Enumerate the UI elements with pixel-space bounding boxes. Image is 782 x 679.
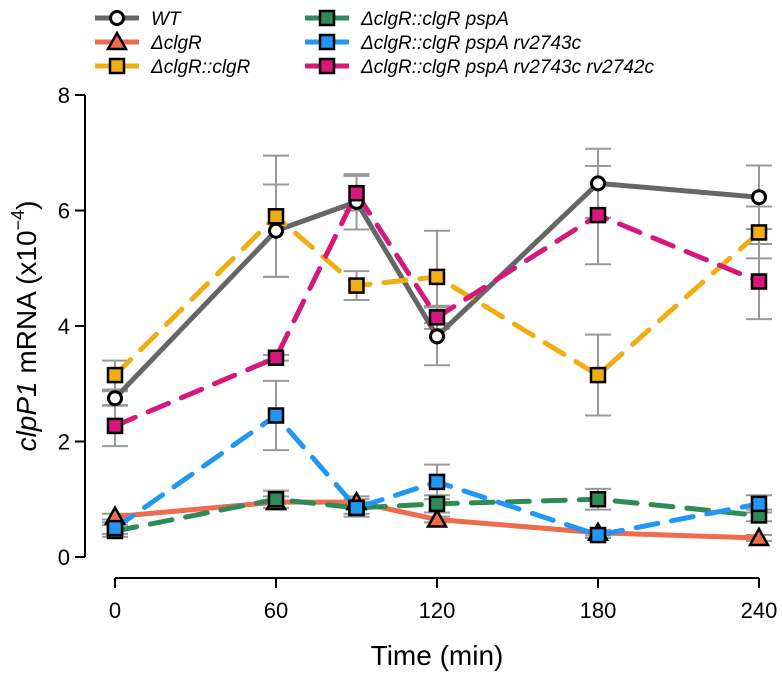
data-point: [267, 349, 285, 367]
legend-label: ΔclgR::clgR pspA rv2743c: [360, 33, 582, 54]
x-tick-label: 60: [264, 598, 288, 623]
legend-label: ΔclgR::clgR pspA: [360, 9, 509, 30]
y-axis-label: clpP1 mRNA (x10−4): [8, 201, 42, 452]
y-tick-label: 2: [58, 430, 70, 455]
legend-marker: [108, 57, 126, 75]
x-tick-label: 240: [741, 598, 778, 623]
data-point: [751, 189, 767, 206]
data-point: [589, 206, 607, 224]
data-point: [429, 328, 445, 345]
x-tick-label: 0: [109, 598, 121, 623]
data-point: [106, 366, 124, 384]
y-label-close: ): [11, 201, 42, 210]
data-point: [267, 407, 285, 424]
data-point: [589, 491, 607, 508]
data-point: [348, 499, 365, 517]
data-point: [425, 507, 449, 528]
data-point: [428, 309, 446, 326]
legend-label: ΔclgR::clgR: [150, 57, 251, 78]
y-label-exponent: −4: [8, 210, 28, 231]
data-point: [747, 526, 771, 547]
legend-marker: [318, 9, 336, 27]
data-point: [428, 495, 446, 513]
data-point: [589, 526, 607, 544]
legend-marker: [318, 57, 336, 75]
legend-marker: [109, 10, 125, 26]
y-label-text: mRNA (x10: [11, 230, 42, 381]
data-point: [106, 417, 124, 435]
series-line: [112, 188, 762, 429]
data-point: [348, 184, 365, 202]
data-point: [267, 208, 285, 225]
legend-label: WT: [151, 9, 182, 30]
data-point: [107, 390, 123, 407]
data-point: [268, 222, 284, 239]
data-point: [348, 277, 365, 294]
legend-label: ΔclgR::clgR pspA rv2743c rv2742c: [360, 57, 654, 78]
legend-marker: [318, 33, 336, 51]
data-point: [750, 495, 768, 513]
y-tick-label: 6: [58, 199, 70, 224]
x-tick-label: 120: [419, 598, 456, 623]
data-point: [750, 273, 768, 290]
legend-marker: [105, 30, 129, 51]
series-line: [112, 412, 762, 538]
legend-label: ΔclgR: [150, 33, 202, 54]
data-point: [106, 519, 124, 537]
series-line: [112, 496, 762, 534]
y-tick-label: 4: [58, 314, 70, 339]
series-line: [112, 499, 762, 541]
y-label-gene: clpP1: [11, 381, 42, 451]
data-point: [589, 366, 607, 384]
data-point: [750, 224, 768, 241]
x-axis-label: Time (min): [371, 640, 504, 671]
data-point: [590, 175, 606, 192]
x-tick-label: 180: [580, 598, 617, 623]
data-point: [428, 268, 446, 286]
series-line: [112, 212, 762, 379]
y-tick-label: 0: [58, 545, 70, 570]
series-line: [112, 180, 762, 401]
data-point: [428, 473, 446, 491]
data-point: [267, 491, 285, 508]
y-tick-label: 8: [58, 83, 70, 108]
